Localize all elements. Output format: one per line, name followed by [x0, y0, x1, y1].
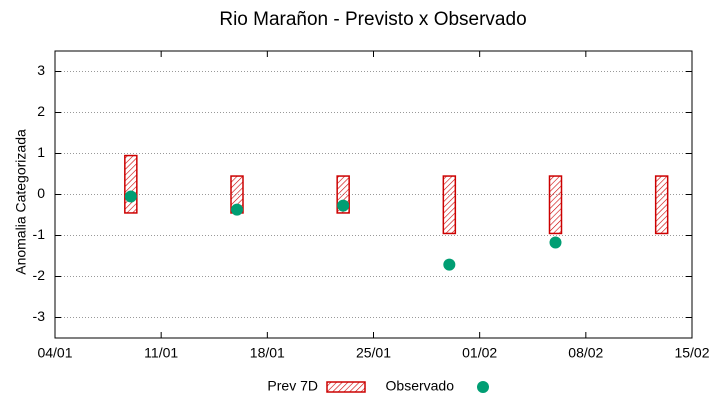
chart-title: Rio Marañon - Previsto x Observado: [219, 9, 526, 30]
x-tick-label: 04/01: [37, 345, 72, 361]
plot-frame: [54, 50, 693, 339]
observed-point: [124, 190, 137, 203]
x-tick-label: 25/01: [356, 345, 391, 361]
x-tick-label: 11/01: [144, 345, 178, 361]
y-tick-label: 2: [37, 103, 45, 119]
y-axis-label: Anomalia Categorizada: [13, 129, 29, 275]
legend-label: Observado: [386, 378, 455, 394]
x-tick-label: 08/02: [568, 345, 603, 361]
forecast-box: [442, 175, 457, 235]
y-tick-label: -1: [33, 226, 46, 242]
y-tick-label: 1: [37, 144, 45, 160]
y-tick-label: 3: [37, 62, 45, 78]
x-tick-label: 18/01: [250, 345, 285, 361]
observed-point: [549, 236, 562, 249]
observed-point: [231, 203, 243, 216]
forecast-box: [548, 175, 563, 235]
x-tick-label: 01/02: [462, 345, 497, 361]
legend-label: Prev 7D: [267, 378, 318, 394]
observed-point: [443, 258, 456, 271]
y-tick-label: 0: [37, 185, 45, 201]
forecast-box: [124, 154, 138, 214]
y-tick-label: -2: [33, 267, 46, 283]
legend-swatch: [326, 381, 366, 393]
forecast-box: [654, 175, 669, 235]
y-tick-label: -3: [33, 308, 46, 324]
legend-marker: [477, 381, 489, 393]
observed-point: [337, 199, 350, 212]
x-tick-label: 15/02: [674, 345, 709, 361]
